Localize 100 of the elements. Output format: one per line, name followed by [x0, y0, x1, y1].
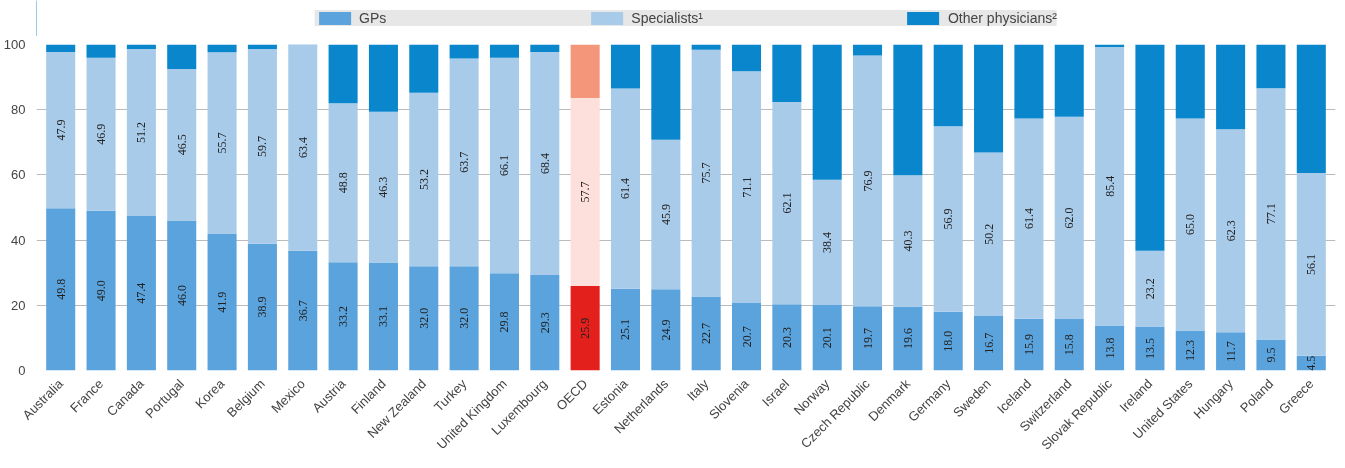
data-label: 65.0 [1183, 213, 1198, 235]
bar [126, 215, 156, 371]
data-label: 29.3 [537, 312, 552, 334]
bar [1054, 318, 1084, 371]
data-label: 62.1 [779, 192, 794, 214]
data-label: 59.7 [255, 135, 270, 157]
bar [288, 250, 318, 371]
data-label: 71.1 [739, 176, 754, 198]
y-tick-label: 80 [11, 102, 26, 118]
bar [1175, 330, 1205, 371]
x-tick-label: Italy [684, 375, 712, 404]
bar [610, 88, 641, 289]
data-label: 62.3 [1223, 220, 1238, 242]
bar [1175, 118, 1205, 331]
data-label: 46.0 [174, 285, 189, 307]
data-label: 33.1 [376, 306, 391, 328]
data-label: 66.1 [497, 155, 512, 177]
data-label: 19.7 [860, 327, 875, 349]
bar [489, 44, 519, 58]
data-label: 85.4 [1102, 175, 1117, 197]
bar [893, 175, 923, 307]
bar [207, 233, 237, 371]
bar [530, 274, 560, 371]
data-label: 18.0 [941, 330, 956, 352]
bar [409, 44, 439, 93]
bar [1296, 44, 1326, 173]
bar [247, 243, 277, 371]
bar [1175, 44, 1205, 119]
y-tick-label: 0 [18, 363, 26, 378]
bar [772, 44, 802, 102]
data-label: 11.7 [1223, 341, 1238, 362]
bar [46, 44, 76, 52]
bar [853, 44, 883, 56]
bar [651, 139, 681, 290]
data-label: 63.7 [457, 151, 472, 173]
data-label: 23.2 [1142, 278, 1157, 300]
data-label: 46.3 [376, 176, 391, 198]
bar [610, 288, 641, 371]
bar [1054, 116, 1084, 319]
bar [368, 262, 398, 371]
bar [409, 266, 439, 371]
bar [1135, 326, 1165, 371]
legend-label: Specialists¹ [631, 10, 703, 26]
y-tick-label: 60 [11, 167, 26, 183]
data-label: 4.5 [1304, 355, 1319, 371]
data-label: 56.9 [941, 208, 956, 230]
bar [731, 44, 762, 72]
bar [691, 44, 721, 50]
bar [812, 179, 842, 305]
data-label: 19.6 [900, 328, 915, 350]
data-label: 20.7 [739, 326, 754, 348]
bar [1256, 44, 1286, 89]
bar [610, 44, 641, 89]
data-label: 45.9 [658, 204, 673, 226]
bar [46, 52, 76, 209]
bar [731, 71, 762, 304]
data-label: 50.2 [981, 223, 996, 245]
data-label: 53.2 [416, 168, 431, 190]
bar [691, 49, 721, 297]
bar [86, 44, 116, 58]
data-label: 57.7 [578, 181, 593, 203]
bar [86, 57, 116, 211]
data-label: 38.4 [820, 231, 835, 253]
bar [1135, 44, 1165, 251]
bar [570, 97, 600, 287]
bar [691, 296, 721, 371]
data-label: 41.9 [215, 291, 230, 313]
bar [449, 44, 479, 59]
bar [570, 286, 600, 371]
data-label: 25.9 [578, 317, 593, 339]
bar [288, 44, 318, 251]
y-tick-label: 40 [11, 232, 26, 248]
data-label: 55.7 [215, 132, 230, 154]
legend-label: GPs [359, 10, 387, 26]
data-label: 33.2 [336, 305, 351, 327]
data-label: 13.5 [1142, 337, 1157, 359]
data-label: 75.7 [699, 162, 714, 184]
y-tick-label: 20 [11, 297, 26, 313]
data-label: 49.8 [53, 278, 68, 300]
bar [853, 55, 883, 307]
data-label: 22.7 [699, 323, 714, 344]
bar [530, 44, 560, 52]
bar [853, 306, 883, 371]
data-label: 47.9 [53, 119, 68, 141]
bar [489, 273, 519, 371]
bar [1135, 250, 1165, 327]
bar [974, 152, 1004, 317]
data-label: 38.9 [255, 296, 270, 318]
y-tick-label: 100 [3, 37, 26, 52]
bar [772, 101, 802, 305]
bar [651, 289, 681, 371]
bar [772, 304, 802, 371]
bar [570, 44, 600, 98]
bar [328, 44, 358, 104]
data-label: 29.8 [497, 311, 512, 333]
bar [449, 58, 479, 267]
data-label: 68.4 [537, 152, 552, 174]
bar [812, 44, 842, 180]
data-label: 76.9 [860, 170, 875, 192]
data-label: 61.4 [1021, 208, 1036, 230]
